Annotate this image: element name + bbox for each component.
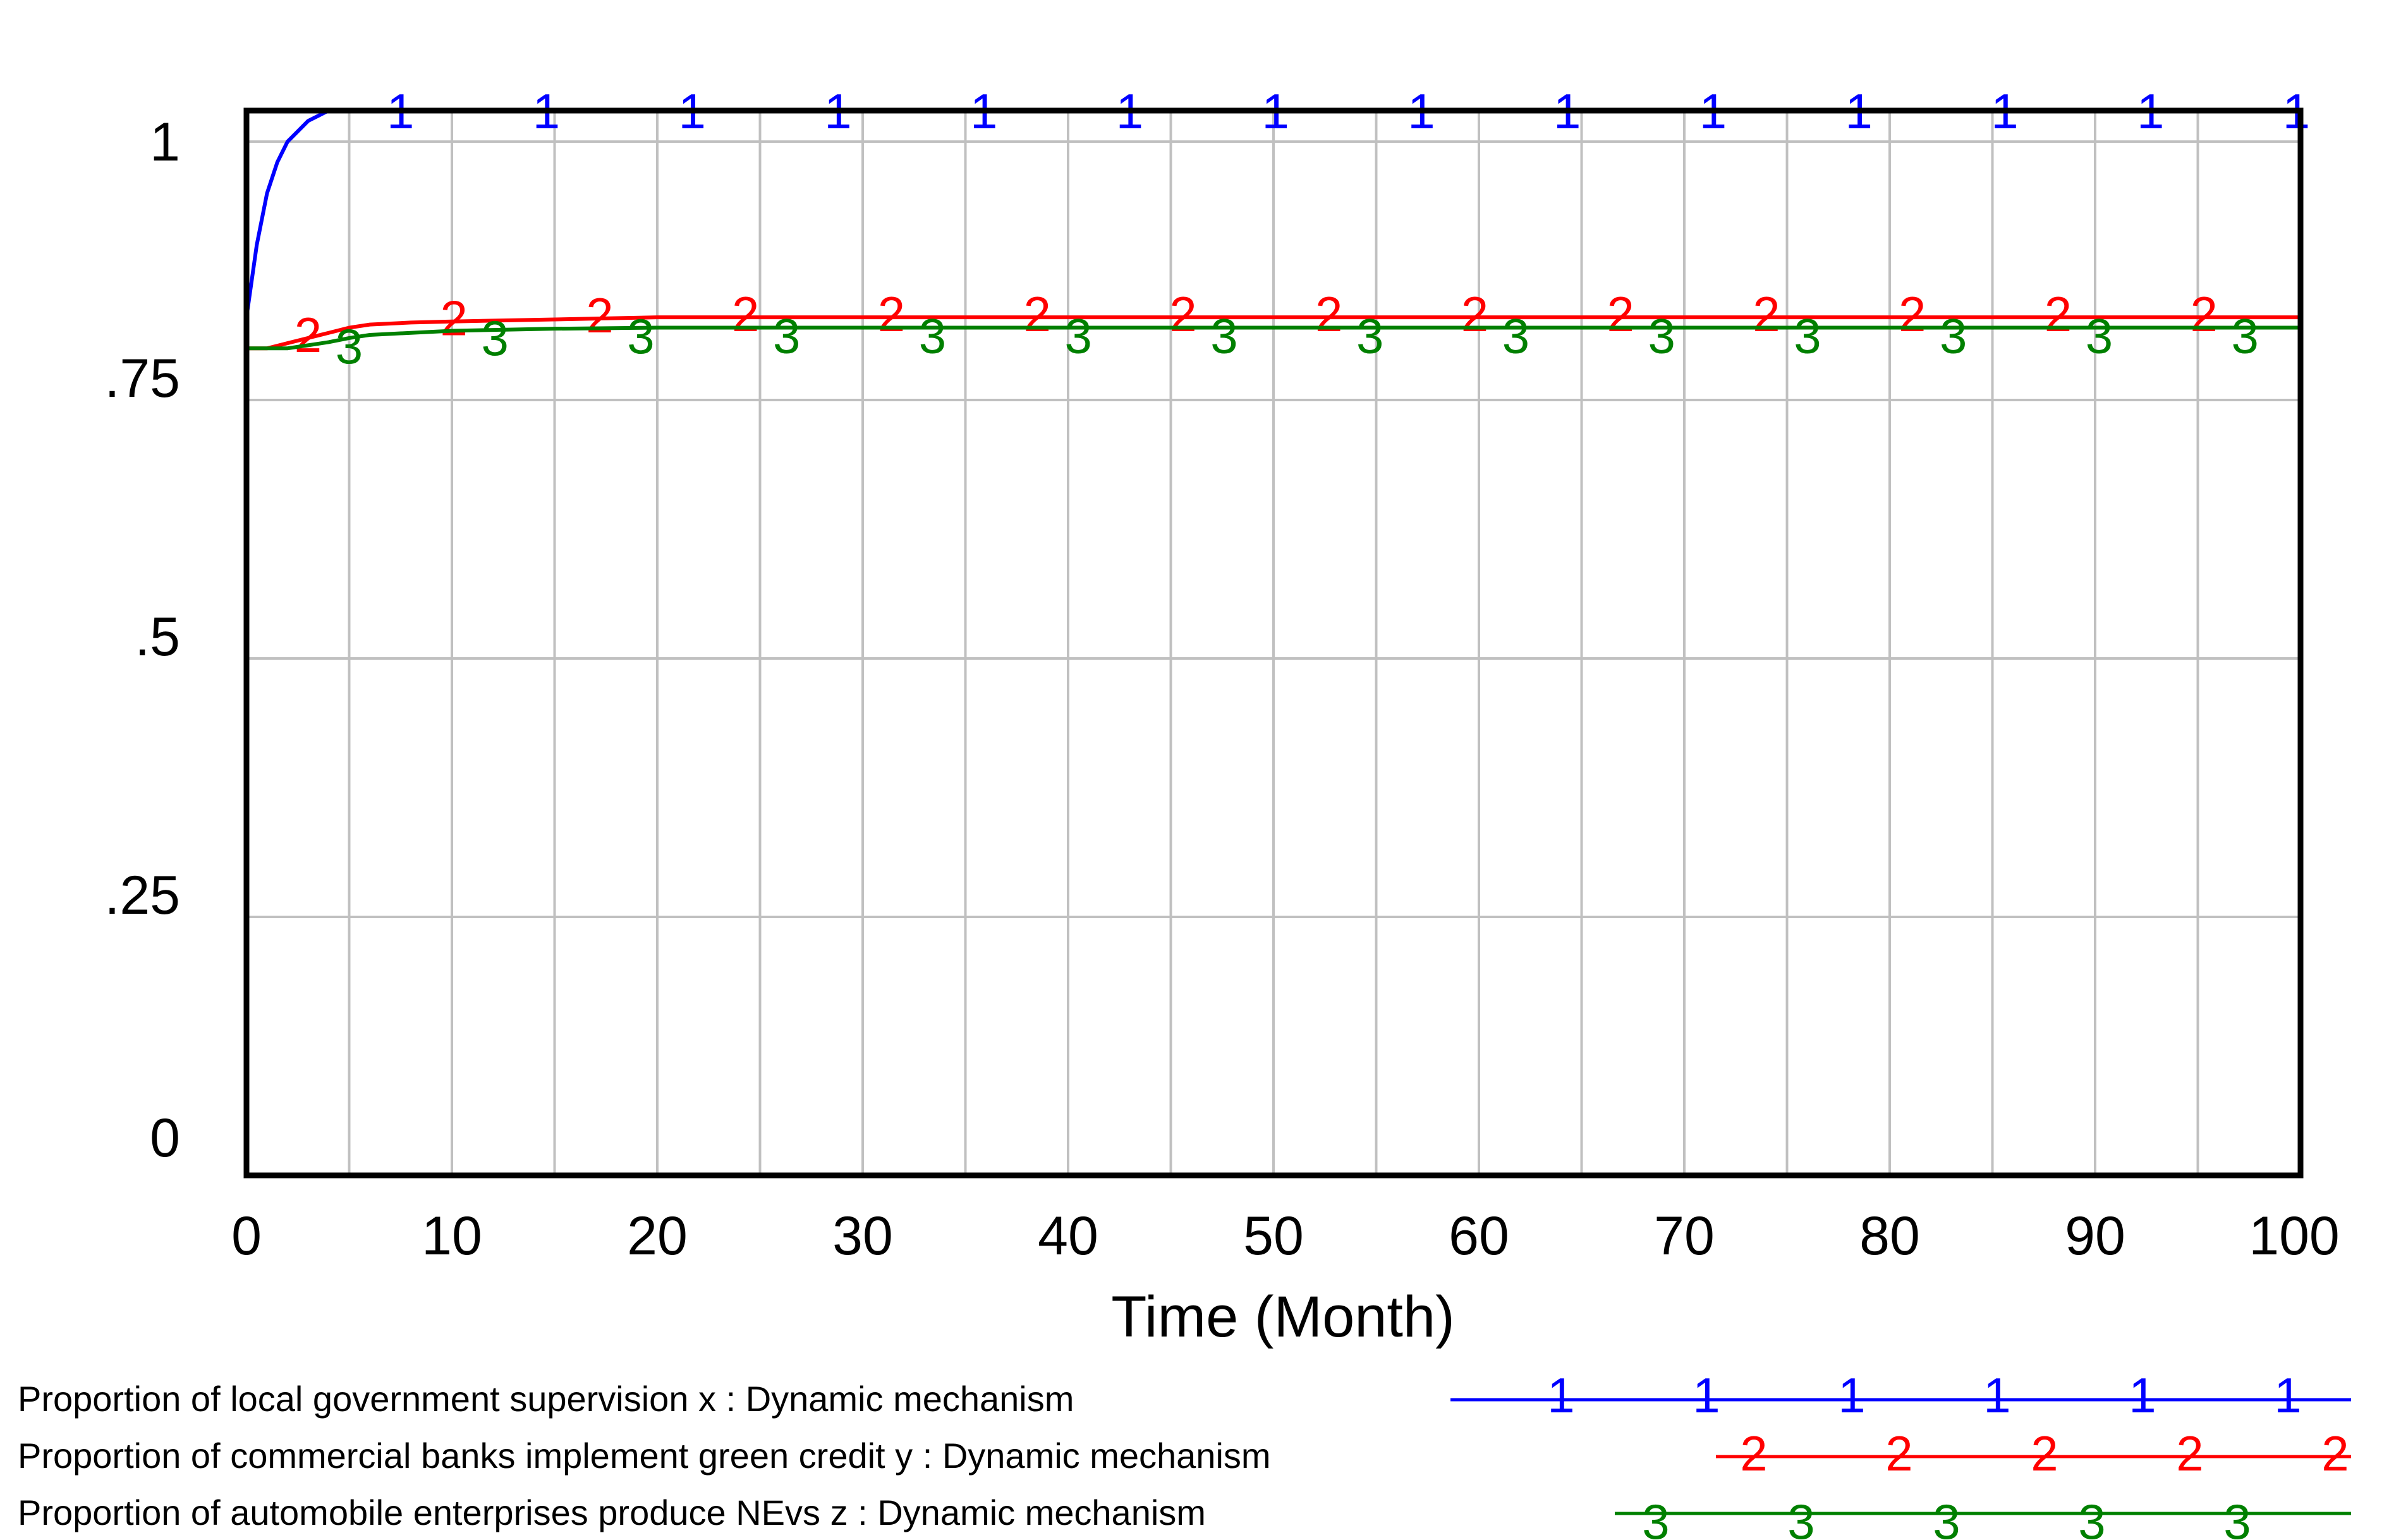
- y-tick-label: .5: [135, 607, 180, 667]
- series-marker-3: 3: [1502, 308, 1529, 364]
- legend-item-2: Proportion of commercial banks implement…: [18, 1426, 2351, 1481]
- series-marker-3: 3: [2232, 308, 2259, 364]
- legend-marker: 1: [1838, 1367, 1865, 1423]
- series-marker-2: 2: [2045, 286, 2072, 342]
- legend-marker: 2: [2321, 1426, 2349, 1481]
- legend-marker: 3: [2078, 1494, 2105, 1540]
- legend-item-3: Proportion of automobile enterprises pro…: [18, 1493, 2351, 1540]
- series-marker-2: 2: [586, 288, 613, 343]
- series-marker-2: 2: [732, 286, 759, 342]
- x-tick-label: 30: [832, 1206, 893, 1266]
- series-marker-2: 2: [1461, 286, 1488, 342]
- x-tick-label: 50: [1243, 1206, 1304, 1266]
- x-tick-label: 20: [627, 1206, 688, 1266]
- series-marker-2: 2: [295, 307, 322, 363]
- series-marker-3: 3: [1794, 308, 1821, 364]
- legend-marker: 3: [1642, 1494, 1669, 1540]
- series-marker-2: 2: [1753, 286, 1780, 342]
- legend-label: Proportion of commercial banks implement…: [18, 1436, 1271, 1476]
- y-tick-label: 1: [150, 112, 180, 173]
- legend-marker: 3: [2223, 1494, 2251, 1540]
- legend-marker: 2: [2176, 1426, 2203, 1481]
- series-line-2: [246, 315, 2301, 351]
- y-tick-label: .25: [104, 865, 180, 926]
- plot-series: 1 1 1 1 1 1 1 1 1 1 1 1 1 12 2 2 2 2 2 2 2 2 2 2 2 2 23 3 3 3 3 3 3 3 3 3 3 3…: [245, 83, 2310, 374]
- x-tick-label: 100: [2249, 1206, 2340, 1266]
- series-marker-3: 3: [1356, 308, 1383, 364]
- x-tick-label: 70: [1654, 1206, 1715, 1266]
- series-marker-2: 2: [1024, 286, 1051, 342]
- x-tick-label: 10: [422, 1206, 482, 1266]
- series-marker-3: 3: [2086, 308, 2113, 364]
- x-axis-ticks: 0 10 20 30 40 50 60 70 80 90 100: [231, 1206, 2340, 1266]
- series-marker-2: 2: [1899, 286, 1926, 342]
- series-marker-3: 3: [1065, 308, 1092, 364]
- x-tick-label: 40: [1038, 1206, 1098, 1266]
- legend-label: Proportion of automobile enterprises pro…: [18, 1493, 1206, 1532]
- series-marker-3: 3: [773, 308, 800, 364]
- legend-marker: 1: [1547, 1367, 1574, 1423]
- series-marker-3: 3: [336, 318, 363, 374]
- legend-marker: 3: [1787, 1494, 1815, 1540]
- series-marker-2: 2: [878, 286, 905, 342]
- legend-marker: 2: [1885, 1426, 1912, 1481]
- series-marker-2: 2: [1169, 286, 1196, 342]
- series-marker-3: 3: [919, 308, 946, 364]
- x-axis-title: Time (Month): [1111, 1285, 1455, 1349]
- y-axis-ticks: 0 .25 .5 .75 1: [104, 112, 180, 1168]
- series-marker-2: 2: [1315, 286, 1342, 342]
- legend-marker: 2: [1740, 1426, 1767, 1481]
- series-marker-3: 3: [1648, 308, 1675, 364]
- y-tick-label: .75: [104, 348, 180, 409]
- series-marker-3: 3: [1940, 308, 1967, 364]
- grid: [245, 111, 2302, 1175]
- x-tick-label: 0: [231, 1206, 262, 1266]
- x-tick-label: 90: [2065, 1206, 2125, 1266]
- legend-marker: 1: [1693, 1367, 1720, 1423]
- legend-marker: 2: [2031, 1426, 2058, 1481]
- y-tick-label: 0: [150, 1108, 180, 1168]
- series-marker-3: 3: [482, 310, 509, 366]
- legend-marker: 1: [2274, 1367, 2301, 1423]
- series-marker-3: 3: [627, 308, 654, 364]
- series-marker-2: 2: [441, 291, 468, 346]
- legend-item-1: Proportion of local government supervisi…: [18, 1367, 2351, 1423]
- x-tick-label: 80: [1859, 1206, 1920, 1266]
- series-marker-3: 3: [1210, 308, 1237, 364]
- legend-marker: 3: [1933, 1494, 1960, 1540]
- x-tick-label: 60: [1449, 1206, 1509, 1266]
- series-marker-2: 2: [2191, 286, 2218, 342]
- legend-marker: 1: [2129, 1367, 2156, 1423]
- legend-label: Proportion of local government supervisi…: [18, 1379, 1074, 1419]
- legend-marker: 1: [1983, 1367, 2010, 1423]
- series-marker-2: 2: [1607, 286, 1634, 342]
- series-line-3: [246, 325, 2301, 351]
- legend: Proportion of local government supervisi…: [18, 1367, 2351, 1540]
- plot-frame: [243, 107, 2304, 1179]
